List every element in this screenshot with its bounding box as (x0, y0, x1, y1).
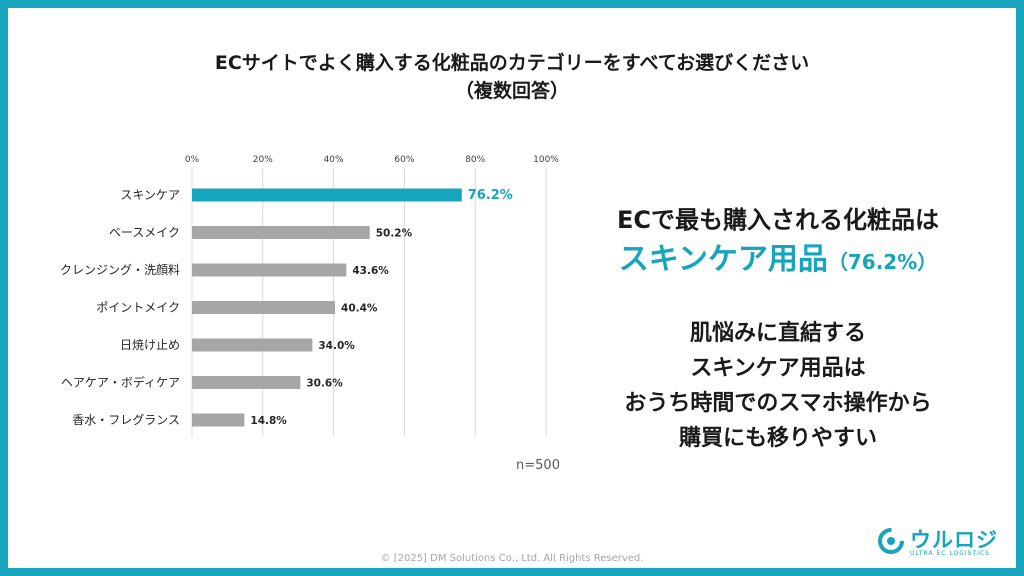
category-label: クレンジング・洗顔料 (60, 262, 180, 277)
data-label: 34.0% (318, 340, 355, 352)
bar (192, 301, 336, 314)
data-label: 50.2% (376, 228, 413, 240)
chart-title: ECサイトでよく購入する化粧品のカテゴリーをすべてお選びください (214, 52, 810, 74)
sample-size-note: n=500 (516, 458, 560, 473)
body-line: 購買にも移りやすい (678, 426, 877, 451)
bar (192, 413, 245, 427)
bar (192, 376, 301, 389)
body-line: 肌悩みに直結する (689, 321, 866, 346)
category-label: 日焼け止め (120, 338, 180, 352)
body-line: おうち時間でのスマホ操作から (624, 391, 932, 416)
data-label: 30.6% (306, 378, 343, 390)
x-tick-label: 60% (394, 155, 414, 165)
x-tick-label: 20% (253, 155, 273, 165)
logo-subtext: ULTRA EC LOGISTICS (910, 550, 990, 557)
bar (192, 226, 370, 239)
body-line: スキンケア用品は (690, 356, 866, 381)
bar-chart: 0% 20% 40% 60% 80% 100% スキンケア 76.2% ベースメイク 50.2% ク… (60, 155, 560, 473)
data-label: 40.4% (341, 303, 378, 315)
data-label: 43.6% (352, 265, 389, 277)
chart-subtitle: （複数回答） (454, 80, 569, 102)
headline-main: スキンケア用品 (618, 242, 828, 277)
bar (192, 338, 313, 352)
x-tick-label: 0% (185, 155, 200, 165)
headline-line1: ECで最も購入される化粧品は (616, 206, 939, 234)
x-tick-label: 40% (324, 155, 344, 165)
copyright: © [2025] DM Solutions Co., Ltd. All Righ… (380, 553, 644, 564)
body-text: 肌悩みに直結する スキンケア用品は おうち時間でのスマホ操作から 購買にも移りや… (568, 316, 988, 456)
category-label: ヘアケア・ボディケア (61, 375, 180, 390)
data-label: 14.8% (250, 415, 287, 427)
x-tick-label: 100% (533, 155, 559, 165)
logo-mark-icon (878, 528, 904, 554)
data-label: 76.2% (468, 188, 513, 203)
category-label: ポイントメイク (96, 301, 180, 315)
company-logo: ウルロジ ULTRA EC LOGISTICS (876, 524, 1006, 564)
headline-pct: （76.2%） (827, 250, 938, 274)
slide: ECサイトでよく購入する化粧品のカテゴリーをすべてお選びください （複数回答） … (8, 8, 1016, 568)
category-label: 香水・フレグランス (72, 413, 180, 427)
bar (192, 263, 347, 277)
x-tick-label: 80% (465, 155, 485, 165)
logo-text: ウルロジ (910, 528, 998, 552)
category-label: ベースメイク (109, 226, 180, 240)
category-label: スキンケア (120, 188, 180, 202)
bar (192, 188, 462, 202)
headline-line2: スキンケア用品（76.2%） (568, 234, 988, 278)
